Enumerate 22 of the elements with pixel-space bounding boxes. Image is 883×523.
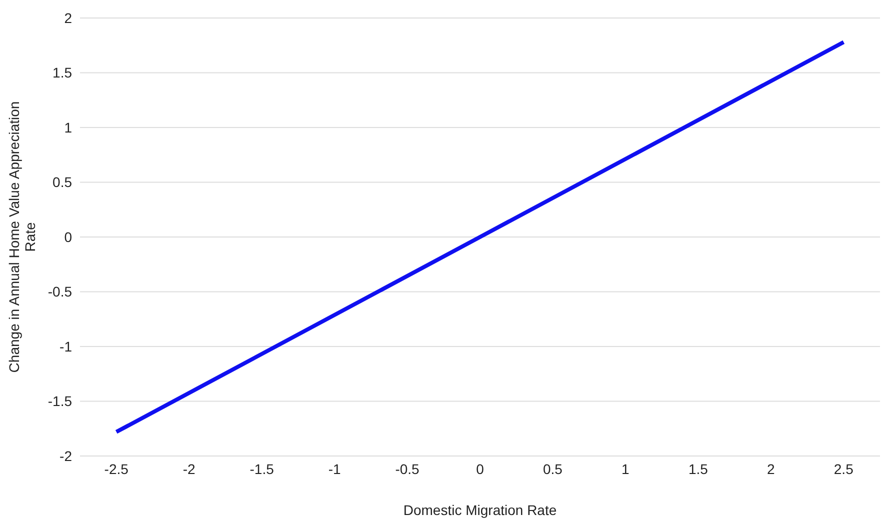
y-tick-label: 0 xyxy=(64,228,72,245)
y-tick-label: -1 xyxy=(60,338,72,354)
x-tick-label: 1.5 xyxy=(688,460,708,477)
y-axis-title: Change in Annual Home Value Appreciation Rate xyxy=(6,101,38,373)
x-axis-title: Domestic Migration Rate xyxy=(403,502,557,518)
y-tick-label: 2 xyxy=(64,10,72,26)
x-tick-label: -2 xyxy=(182,460,196,477)
x-tick-label: 0.5 xyxy=(542,460,563,477)
x-tick-label: 0 xyxy=(476,460,484,477)
y-tick-label: 1.5 xyxy=(52,64,72,81)
y-tick-label: -1.5 xyxy=(48,393,72,410)
y-tick-label: -0.5 xyxy=(48,284,72,300)
y-tick-label: -2 xyxy=(60,448,72,464)
x-tick-label: -1.5 xyxy=(250,460,274,477)
x-tick-label: -1 xyxy=(328,460,341,477)
y-tick-label: 1 xyxy=(64,119,72,136)
x-tick-label: 2 xyxy=(767,460,776,477)
y-tick-label: 0.5 xyxy=(52,174,72,190)
x-tick-label: -0.5 xyxy=(395,460,420,477)
x-tick-label: 2.5 xyxy=(834,460,854,477)
x-tick-label: 1 xyxy=(622,460,630,477)
x-tick-label: -2.5 xyxy=(104,460,129,477)
